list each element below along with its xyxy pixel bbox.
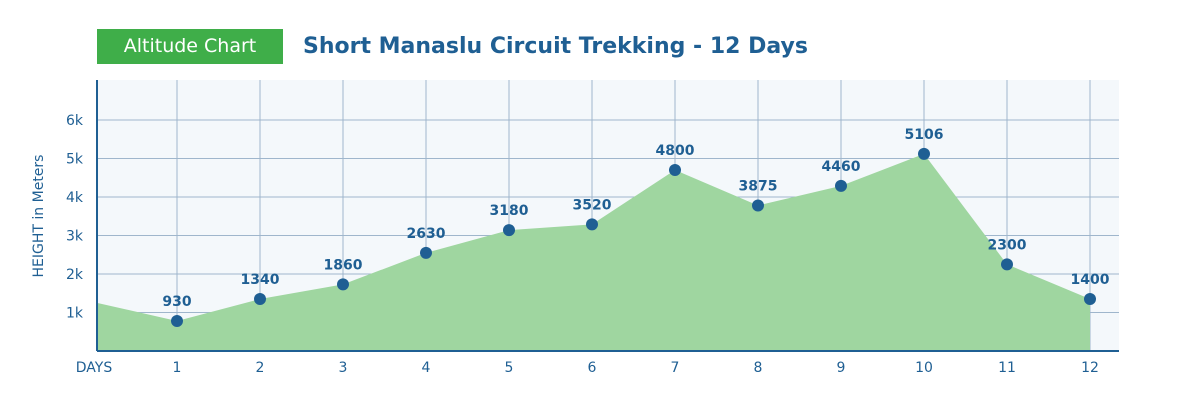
x-tick-label: 11 bbox=[998, 360, 1016, 376]
data-label: 3875 bbox=[739, 178, 778, 194]
x-tick-label: 4 bbox=[422, 360, 431, 376]
x-tick-label: 8 bbox=[754, 360, 763, 376]
x-tick-label: 9 bbox=[837, 360, 846, 376]
y-tick-label: 5k bbox=[66, 152, 84, 168]
data-point bbox=[918, 147, 930, 160]
x-tick-label: 1 bbox=[173, 360, 182, 376]
altitude-area bbox=[97, 153, 1090, 351]
x-tick-label: 2 bbox=[256, 360, 265, 376]
y-tick-label: 6k bbox=[66, 113, 84, 129]
data-label: 930 bbox=[162, 294, 191, 310]
data-point bbox=[503, 224, 515, 237]
x-tick-label: 7 bbox=[671, 360, 680, 376]
data-label: 3520 bbox=[573, 197, 612, 213]
y-tick-label: 4k bbox=[66, 190, 84, 206]
y-tick-label: 1k bbox=[66, 306, 84, 322]
data-point bbox=[1001, 258, 1013, 271]
data-point bbox=[171, 314, 183, 327]
data-label: 3180 bbox=[490, 203, 529, 219]
x-tick-label: 10 bbox=[915, 360, 933, 376]
y-tick-label: 3k bbox=[66, 229, 84, 245]
x-axis-label: DAYS bbox=[76, 360, 113, 376]
data-point bbox=[254, 293, 266, 306]
data-point bbox=[1084, 293, 1096, 306]
x-tick-label: 12 bbox=[1081, 360, 1099, 376]
data-label: 4800 bbox=[656, 143, 695, 159]
x-tick-label: 6 bbox=[588, 360, 597, 376]
y-axis-label: HEIGHT in Meters bbox=[31, 155, 47, 278]
data-point bbox=[669, 164, 681, 177]
chart-title: Short Manaslu Circuit Trekking - 12 Days bbox=[303, 34, 808, 59]
data-label: 4460 bbox=[822, 159, 861, 175]
data-label: 2300 bbox=[988, 237, 1027, 253]
data-point bbox=[835, 179, 847, 192]
altitude-chart-badge: Altitude Chart bbox=[97, 29, 283, 64]
data-label: 1340 bbox=[241, 272, 280, 288]
data-label: 1400 bbox=[1071, 272, 1110, 288]
data-point bbox=[420, 246, 432, 259]
y-tick-label: 2k bbox=[66, 267, 84, 283]
data-label: 1860 bbox=[324, 257, 363, 273]
x-tick-label: 3 bbox=[339, 360, 348, 376]
data-point bbox=[337, 278, 349, 291]
data-point bbox=[586, 218, 598, 231]
data-label: 2630 bbox=[407, 226, 446, 242]
data-point bbox=[752, 199, 764, 212]
data-label: 5106 bbox=[905, 127, 944, 143]
x-tick-label: 5 bbox=[505, 360, 514, 376]
